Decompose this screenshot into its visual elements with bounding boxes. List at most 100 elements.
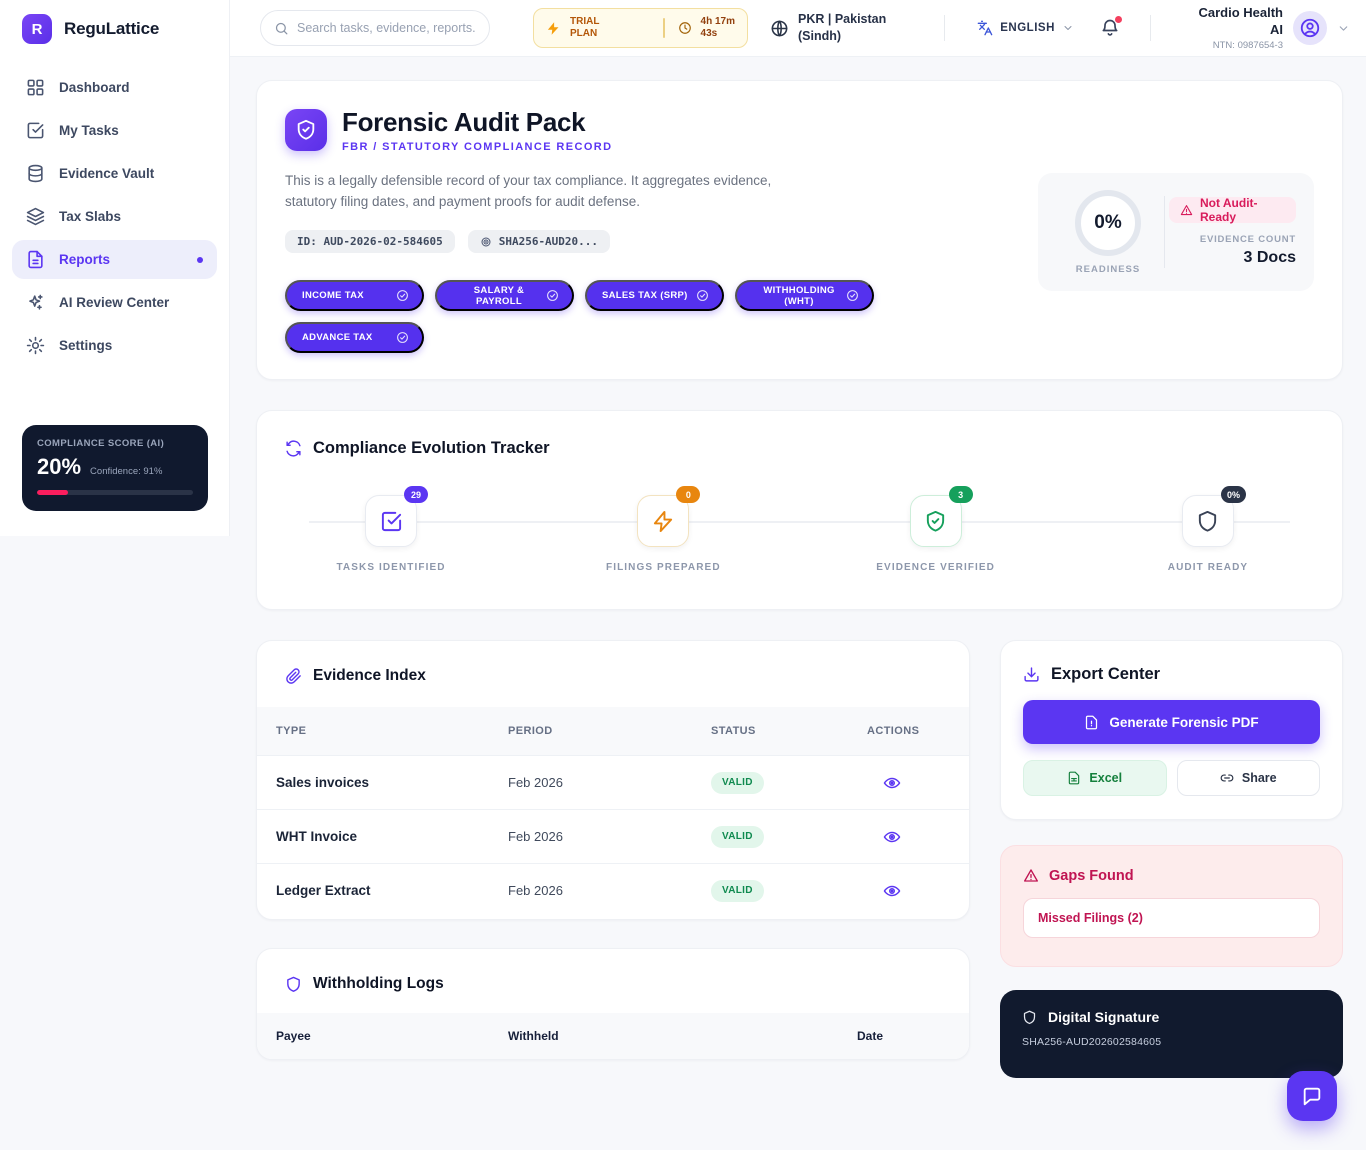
translate-icon [977, 20, 993, 36]
chat-fab-button[interactable] [1287, 1071, 1337, 1121]
missed-filings-item[interactable]: Missed Filings (2) [1023, 898, 1320, 938]
notification-dot [1114, 16, 1122, 23]
sidebar-item-my-tasks[interactable]: My Tasks [12, 111, 217, 150]
sidebar-item-evidence-vault[interactable]: Evidence Vault [12, 154, 217, 193]
evidence-type: Sales invoices [276, 775, 370, 790]
sidebar-item-label: Settings [59, 338, 113, 353]
brand-logo: R [22, 14, 52, 44]
step-tasks-identified: 29 TASKS IDENTIFIED [321, 486, 461, 591]
check-circle-icon [696, 289, 709, 302]
gaps-found-title: Gaps Found [1049, 868, 1134, 884]
database-icon [26, 164, 45, 183]
step-badge: 3 [948, 486, 973, 503]
chip-advance-tax[interactable]: ADVANCE TAX [285, 322, 424, 354]
brand-name: ReguLattice [64, 19, 160, 38]
step-label: TASKS IDENTIFIED [336, 562, 446, 573]
chip-label: SALARY & PAYROLL [473, 284, 525, 307]
clock-icon [678, 21, 692, 35]
tracker-title: Compliance Evolution Tracker [313, 439, 550, 457]
warning-triangle-icon [1180, 204, 1193, 217]
step-badge: 0% [1220, 486, 1246, 503]
locale-selector[interactable]: PKR | Pakistan (Sindh) [770, 11, 886, 45]
withholding-logs-title: Withholding Logs [313, 975, 444, 992]
chip-label: INCOME TAX [302, 290, 364, 302]
sidebar: R ReguLattice Dashboard My Tasks Evidenc… [0, 0, 230, 536]
withholding-table-header: Payee Withheld Date [257, 1013, 969, 1059]
chevron-down-icon[interactable] [1337, 22, 1350, 35]
grid-icon [26, 78, 45, 97]
chip-income-tax[interactable]: INCOME TAX [285, 280, 424, 312]
status-badge: VALID [711, 879, 764, 902]
shield-icon [285, 976, 302, 993]
notifications-bell-icon[interactable] [1100, 16, 1122, 38]
search-icon [274, 21, 289, 36]
step-badge: 29 [404, 486, 428, 503]
signature-hash: SHA256-AUD202602584605 [1022, 1036, 1162, 1048]
table-row: Sales invoices Feb 2026 VALID [257, 755, 969, 809]
sidebar-item-reports[interactable]: Reports [12, 240, 217, 279]
sidebar-item-label: Tax Slabs [59, 209, 122, 224]
sidebar-item-label: Evidence Vault [59, 166, 155, 181]
audit-id-badge: ID: AUD-2026-02-584605 [285, 230, 455, 254]
avatar[interactable] [1293, 11, 1327, 45]
user-circle-icon [1299, 17, 1321, 39]
sidebar-item-label: Reports [59, 252, 111, 267]
share-button[interactable]: Share [1176, 760, 1320, 796]
sparkles-icon [26, 293, 45, 312]
evidence-type: Ledger Extract [276, 883, 371, 898]
tracker-line [309, 521, 1290, 523]
check-square-icon [380, 510, 403, 533]
language-selector[interactable]: ENGLISH [977, 20, 1074, 36]
readiness-divider [1164, 196, 1165, 268]
trial-plan-badge[interactable]: TRIAL PLAN 4h 17m 43s [533, 8, 748, 48]
trial-plan-label: TRIAL PLAN [570, 15, 600, 40]
trial-divider [662, 18, 665, 38]
search-input[interactable] [297, 21, 476, 35]
sidebar-item-label: My Tasks [59, 123, 119, 138]
sidebar-item-settings[interactable]: Settings [12, 326, 217, 365]
status-badge: VALID [711, 825, 764, 848]
check-circle-icon [546, 289, 559, 302]
view-evidence-button[interactable] [883, 882, 901, 900]
compliance-score-confidence: Confidence: 91% [90, 466, 163, 477]
page-description: This is a legally defensible record of y… [285, 173, 772, 210]
step-label: AUDIT READY [1167, 562, 1249, 573]
view-evidence-button[interactable] [883, 774, 901, 792]
evidence-index-title: Evidence Index [313, 667, 426, 684]
main-content: Forensic Audit Pack FBR / STATUTORY COMP… [256, 80, 1343, 1078]
check-circle-icon [846, 289, 859, 302]
compliance-score-card: COMPLIANCE SCORE (AI) 20% Confidence: 91… [22, 425, 208, 511]
chip-withholding[interactable]: WITHHOLDING (WHT) [735, 280, 874, 312]
account-menu[interactable]: Cardio Health AI NTN: 0987654-3 [1198, 5, 1350, 51]
check-circle-icon [396, 289, 409, 302]
chip-sales-tax[interactable]: SALES TAX (SRP) [585, 280, 724, 312]
readiness-panel: 0% READINESS Not Audit-Ready EVIDENCE CO… [1038, 173, 1314, 291]
view-evidence-button[interactable] [883, 828, 901, 846]
language-label: ENGLISH [1000, 22, 1055, 34]
compliance-score-progress-track [37, 490, 193, 495]
check-square-icon [26, 121, 45, 140]
sidebar-item-dashboard[interactable]: Dashboard [12, 68, 217, 107]
step-label: FILINGS PREPARED [606, 562, 721, 573]
evidence-type: WHT Invoice [276, 829, 358, 844]
evidence-period: Feb 2026 [508, 829, 563, 844]
excel-export-button[interactable]: Excel [1023, 760, 1167, 796]
sidebar-item-ai-review-center[interactable]: AI Review Center [12, 283, 217, 322]
column-header: TYPE [276, 725, 307, 737]
step-audit-ready: 0% AUDIT READY [1138, 486, 1278, 591]
gear-icon [26, 336, 45, 355]
table-row: WHT Invoice Feb 2026 VALID [257, 809, 969, 863]
file-text-icon [26, 250, 45, 269]
step-label: EVIDENCE VERIFIED [876, 562, 996, 573]
refresh-icon [285, 440, 302, 457]
sidebar-nav: Dashboard My Tasks Evidence Vault Tax Sl… [0, 54, 229, 365]
chip-salary-payroll[interactable]: SALARY & PAYROLL [435, 280, 574, 312]
brand-logo-letter: R [31, 20, 43, 38]
generate-forensic-pdf-button[interactable]: Generate Forensic PDF [1023, 700, 1320, 744]
sidebar-item-tax-slabs[interactable]: Tax Slabs [12, 197, 217, 236]
digital-signature-card: Digital Signature SHA256-AUD202602584605 [1000, 990, 1343, 1078]
active-indicator-dot [197, 256, 203, 263]
globe-icon [770, 19, 789, 38]
sidebar-item-label: AI Review Center [59, 295, 170, 310]
column-header: ACTIONS [867, 725, 920, 737]
